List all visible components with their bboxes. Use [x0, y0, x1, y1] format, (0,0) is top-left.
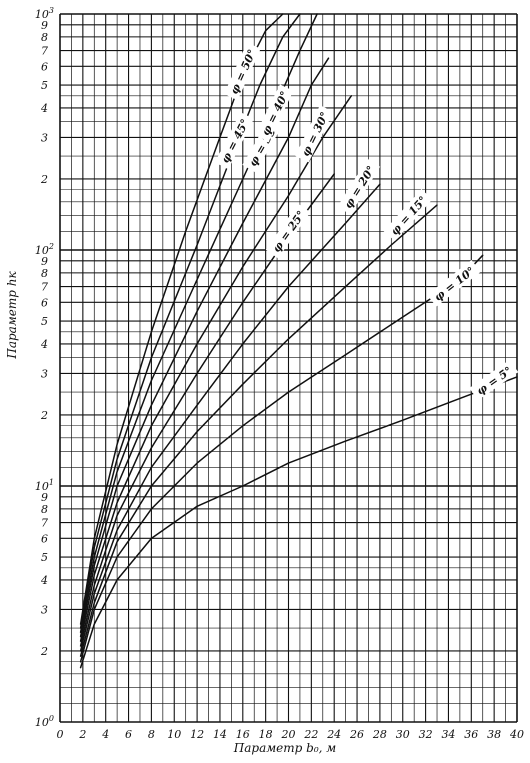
y-tick-label: 6 — [41, 532, 48, 545]
x-tick-label: 18 — [259, 728, 273, 741]
y-tick-label: 7 — [41, 517, 48, 530]
y-tick-label: 7 — [41, 281, 48, 294]
y-tick-label: 4 — [40, 338, 48, 351]
series-line — [79, 376, 518, 669]
x-tick-label: 40 — [509, 728, 524, 741]
series-line — [79, 204, 438, 657]
x-tick-label: 12 — [190, 728, 204, 741]
y-tick-label: 5 — [41, 79, 48, 92]
y-tick-label: 5 — [41, 551, 48, 564]
x-tick-label: 2 — [78, 728, 86, 741]
x-tick-label: 16 — [236, 728, 250, 741]
y-tick-label: 8 — [41, 503, 48, 516]
x-tick-label: 6 — [125, 728, 132, 741]
y-tick-label: 3 — [41, 367, 48, 380]
y-tick-label: 5 — [41, 315, 48, 328]
x-tick-label: 36 — [464, 728, 478, 741]
x-tick-label: 38 — [487, 728, 501, 741]
x-tick-label: 32 — [419, 728, 433, 741]
x-tick-label: 14 — [213, 728, 227, 741]
series-line — [79, 13, 284, 625]
y-tick-label: 4 — [40, 574, 48, 587]
y-tick-label: 7 — [41, 45, 48, 58]
y-tick-label: 3 — [41, 131, 48, 144]
curve-label-bg — [255, 84, 294, 142]
tick-labels: 0 2 4 6 8 10 12 14 16 18 20 22 24 26 28 30 32 34 36 38 40100… — [35, 6, 524, 741]
x-axis-label: Параметр b₀, м — [233, 741, 337, 755]
x-tick-label: 10 — [167, 728, 181, 741]
grid — [59, 13, 518, 723]
y-tick-label: 8 — [41, 31, 48, 44]
x-tick-label: 34 — [441, 728, 455, 741]
x-tick-label: 22 — [303, 728, 318, 741]
y-tick-exponent: 0 — [49, 714, 54, 723]
x-tick-label: 26 — [349, 728, 364, 741]
curve-label-bg — [469, 359, 519, 401]
y-tick-label: 8 — [41, 267, 48, 280]
series-line — [79, 57, 330, 638]
y-tick-label: 2 — [40, 645, 48, 658]
x-tick-label: 28 — [372, 728, 387, 741]
series-line — [79, 254, 484, 663]
y-tick-label: 9 — [41, 255, 48, 268]
series-line — [79, 13, 318, 634]
y-tick-label: 6 — [41, 60, 48, 73]
x-tick-label: 24 — [326, 728, 341, 741]
curve-label-bg — [295, 105, 334, 163]
y-tick-exponent: 1 — [49, 478, 54, 487]
x-tick-label: 8 — [148, 728, 155, 741]
x-tick-label: 30 — [396, 728, 410, 741]
y-tick-label: 9 — [41, 491, 48, 504]
y-tick-label: 6 — [41, 296, 48, 309]
series-line — [79, 13, 301, 629]
y-tick-exponent: 3 — [49, 6, 54, 15]
y-tick-label: 3 — [41, 603, 48, 616]
curve-label-bg — [224, 42, 261, 101]
curve-label-bg — [265, 203, 311, 259]
y-tick-exponent: 2 — [48, 242, 54, 251]
curve-label-bg — [214, 112, 254, 170]
curve-label-bg — [337, 158, 381, 215]
y-tick-label: 9 — [41, 19, 48, 32]
x-tick-label: 20 — [281, 728, 296, 741]
y-axis-label: Параметр hк — [5, 271, 19, 360]
x-tick-label: 0 — [57, 728, 64, 741]
curve-label-bg — [383, 189, 433, 242]
y-tick-label: 2 — [40, 409, 48, 422]
series-line — [79, 183, 381, 652]
y-tick-label: 2 — [40, 173, 48, 186]
curve-label-bg — [427, 260, 481, 307]
x-tick-label: 4 — [101, 728, 109, 741]
y-tick-label: 4 — [40, 102, 48, 115]
